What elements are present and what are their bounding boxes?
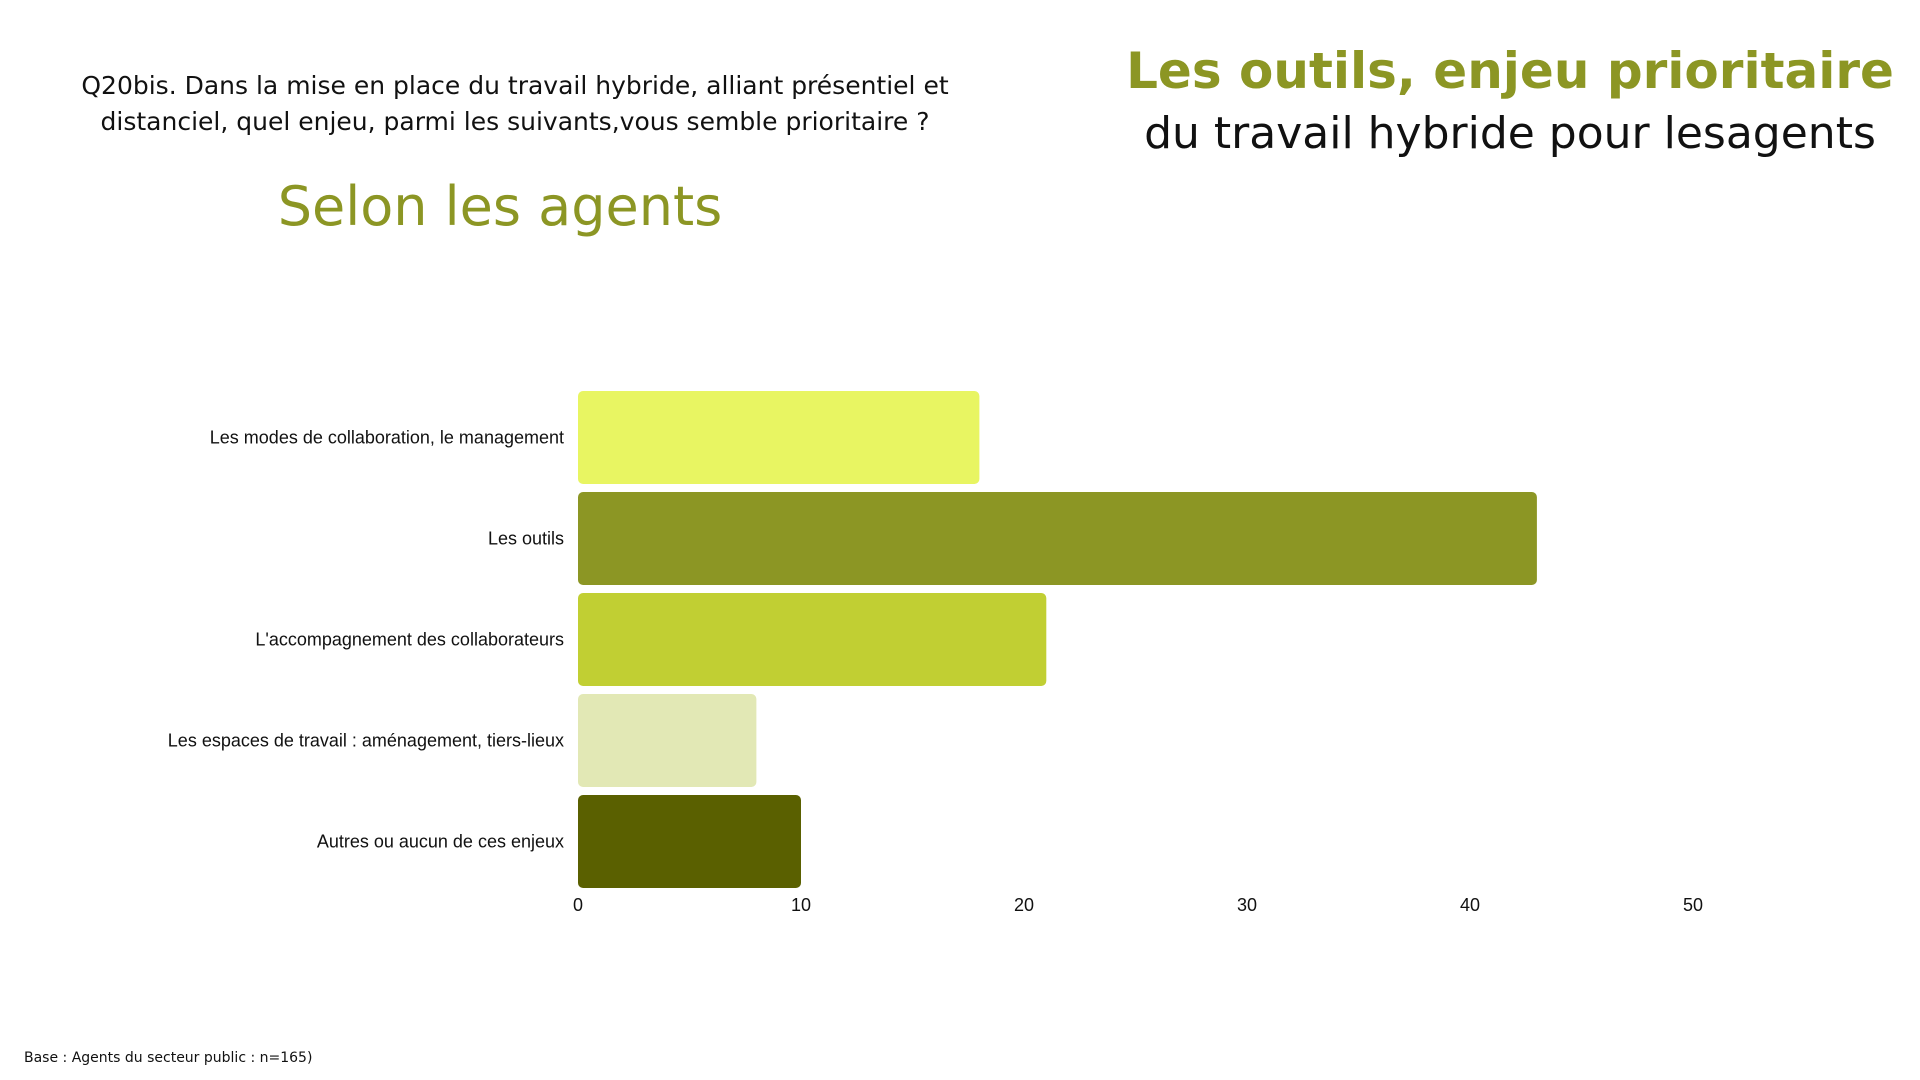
footer-base-note: Base : Agents du secteur public : n=165) [24, 1050, 313, 1066]
title-line-2: du travail hybride pour lesagents [1144, 108, 1876, 159]
bar [578, 593, 1047, 686]
subtitle: Selon les agents [277, 175, 723, 238]
bar [578, 795, 801, 888]
category-label: Autres ou aucun de ces enjeux [317, 832, 564, 852]
bar [578, 694, 757, 787]
question-text: Q20bis. Dans la mise en place du travail… [81, 71, 949, 136]
bar-chart: Les modes de collaboration, le managemen… [168, 391, 1703, 915]
category-label: Les espaces de travail : aménagement, ti… [168, 731, 564, 751]
category-label: Les modes de collaboration, le managemen… [210, 428, 564, 448]
x-tick-label: 10 [791, 895, 811, 915]
bar [578, 492, 1537, 585]
category-label: Les outils [488, 529, 564, 549]
title-line-1: Les outils, enjeu prioritaire [1126, 42, 1894, 100]
category-label: L'accompagnement des collaborateurs [255, 630, 564, 650]
x-tick-label: 40 [1460, 895, 1480, 915]
bar [578, 391, 980, 484]
x-tick-label: 50 [1683, 895, 1703, 915]
x-tick-label: 20 [1014, 895, 1034, 915]
x-tick-label: 0 [573, 895, 583, 915]
x-tick-label: 30 [1237, 895, 1257, 915]
